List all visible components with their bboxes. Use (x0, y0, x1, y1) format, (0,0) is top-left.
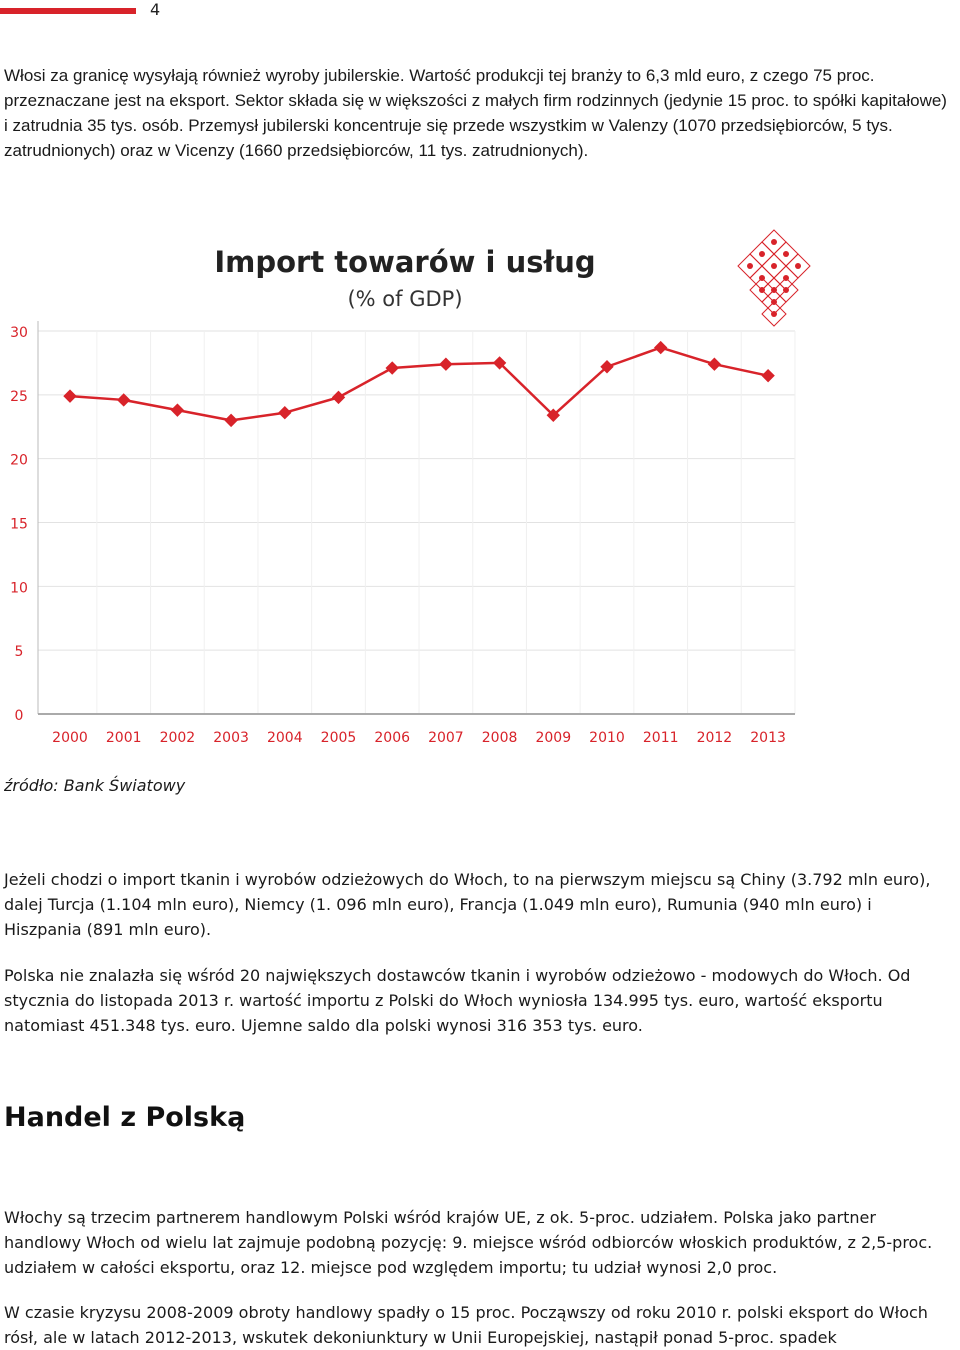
x-tick-label-2007: 2007 (428, 730, 464, 746)
y-tick-label-10: 10 (10, 580, 28, 596)
y-tick-label-0: 0 (15, 708, 24, 724)
chart-title: Import towarów i usług (214, 245, 595, 279)
trade-partner-paragraph: Włochy są trzecim partnerem handlowym Po… (4, 1208, 933, 1277)
header-accent-bar (0, 8, 136, 14)
x-tick-label-2010: 2010 (589, 730, 625, 746)
logo-cell-12 (761, 301, 787, 327)
import-line-chart: 0 5 10 15 20 25 30 2000 2001 2002 2003 2004 2005 2006… (10, 229, 811, 746)
red-diamond-lattice-logo (737, 229, 811, 327)
data-point-2011 (653, 340, 668, 355)
x-tick-label-2001: 2001 (106, 730, 142, 746)
section-heading: Handel z Polską (4, 1102, 246, 1133)
x-tick-label-2009: 2009 (535, 730, 571, 746)
x-tick-label-2002: 2002 (160, 730, 196, 746)
y-tick-label-20: 20 (10, 453, 28, 469)
data-point-2012 (707, 357, 722, 371)
poland-textiles-paragraph: Polska nie znalazła się wśród 20 najwięk… (4, 966, 911, 1035)
data-point-2009 (546, 408, 561, 422)
x-tick-label-2006: 2006 (374, 730, 410, 746)
logo-dot-4 (771, 263, 777, 269)
data-point-2008 (492, 356, 507, 370)
data-point-2013 (761, 368, 775, 383)
data-point-2001 (116, 393, 131, 407)
y-tick-label-5: 5 (15, 644, 24, 660)
x-tick-label-2008: 2008 (482, 730, 518, 746)
x-tick-label-2003: 2003 (213, 730, 249, 746)
y-tick-label-30: 30 (10, 325, 28, 341)
data-point-2002 (170, 403, 185, 417)
x-tick-label-2011: 2011 (643, 730, 679, 746)
data-point-2005 (331, 390, 346, 405)
y-tick-label-25: 25 (10, 389, 28, 405)
logo-dot-10 (783, 287, 789, 293)
data-point-2004 (278, 405, 292, 420)
data-point-2000 (63, 389, 77, 403)
chart-series (63, 340, 775, 428)
x-tick-label-2000: 2000 (52, 730, 88, 746)
chart-subtitle: (% of GDP) (347, 287, 462, 311)
series-line (69, 346, 769, 422)
logo-dot-9 (759, 287, 765, 293)
logo-dot-1 (759, 251, 765, 257)
chart-gridlines (38, 330, 796, 715)
data-point-2010 (600, 360, 614, 374)
logo-dot-5 (795, 263, 801, 269)
data-point-2003 (224, 413, 238, 428)
x-tick-label-2004: 2004 (267, 730, 303, 746)
data-point-2006 (385, 361, 399, 375)
crisis-paragraph: W czasie kryzysu 2008-2009 obroty handlo… (4, 1303, 928, 1347)
chart-axes: 0 5 10 15 20 25 30 2000 2001 2002 2003 2004 2005 2006… (10, 321, 795, 746)
x-tick-label-2013: 2013 (750, 730, 786, 746)
x-tick-label-2005: 2005 (321, 730, 357, 746)
y-tick-label-15: 15 (10, 517, 28, 533)
logo-dot-3 (747, 263, 753, 269)
logo-dot-0 (771, 239, 777, 245)
x-tick-label-2012: 2012 (697, 730, 733, 746)
page-number: 4 (150, 0, 161, 19)
chart-source: źródło: Bank Światowy (4, 776, 186, 795)
logo-dot-12 (771, 311, 777, 317)
textiles-paragraph: Jeżeli chodzi o import tkanin i wyrobów … (4, 870, 931, 939)
logo-dot-2 (783, 251, 789, 257)
data-point-2007 (439, 357, 453, 371)
intro-paragraph: Włosi za granicę wysyłają również wyroby… (4, 66, 947, 160)
